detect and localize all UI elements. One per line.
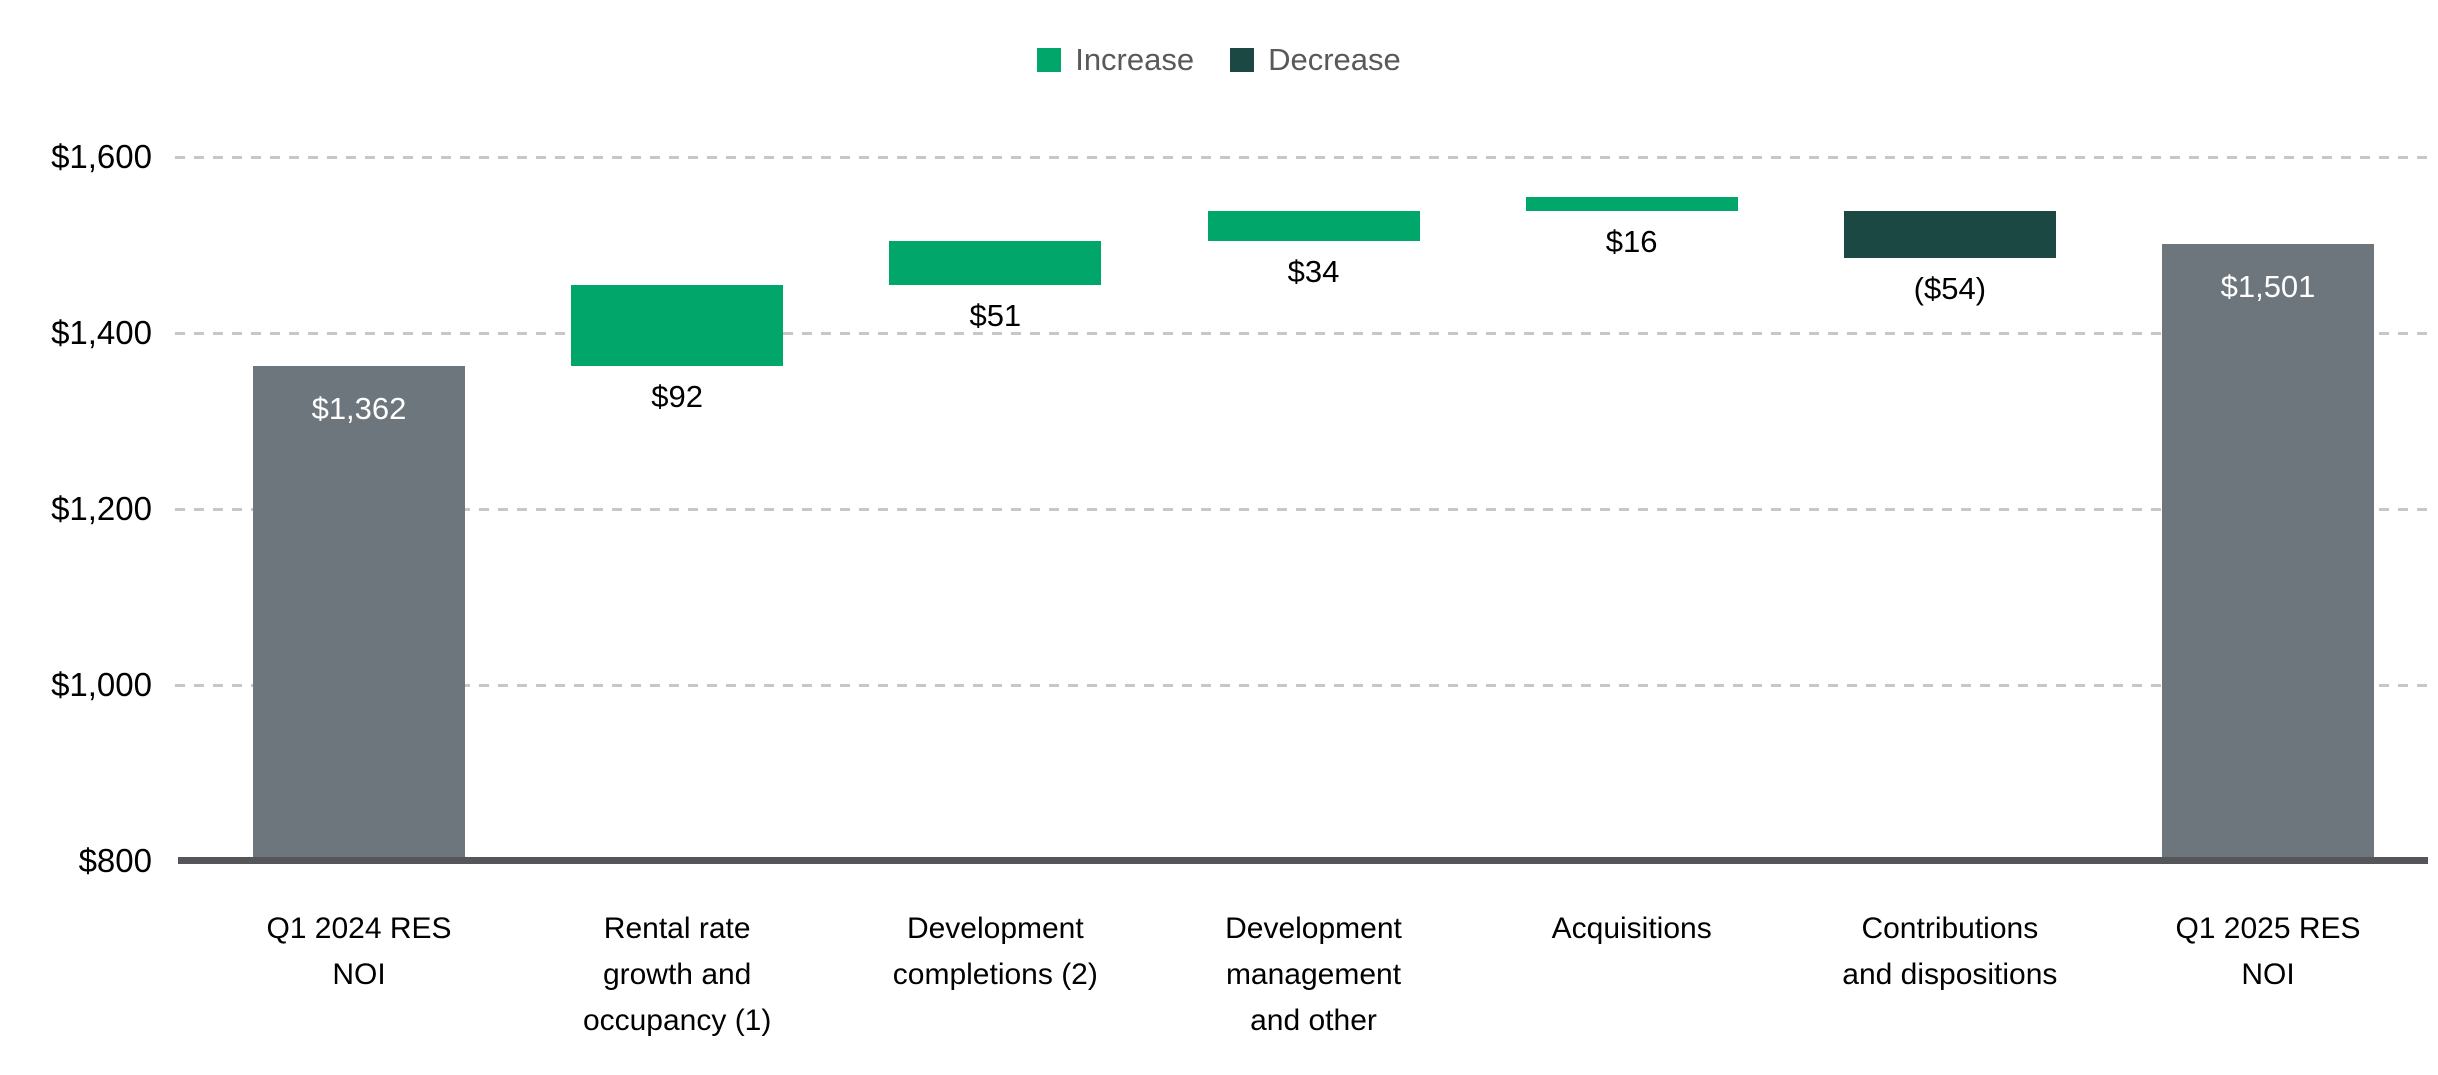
y-axis-tick-label: $1,400 — [51, 314, 152, 351]
increase-swatch-icon — [1037, 48, 1062, 72]
legend-label-decrease: Decrease — [1268, 42, 1401, 77]
x-axis-category-label: Contributions and dispositions — [1842, 912, 2058, 991]
bar-value-label: $34 — [1287, 253, 1340, 289]
bar-value-label: $16 — [1605, 223, 1658, 259]
y-gridline — [175, 684, 2428, 687]
waterfall-bar-3 — [889, 240, 1102, 286]
legend-item-decrease: Decrease — [1230, 42, 1401, 78]
y-axis-tick-label: $1,000 — [51, 666, 152, 703]
decrease-swatch-icon — [1230, 48, 1255, 72]
x-axis-category-label: Q1 2024 RES NOI — [266, 912, 452, 991]
y-axis-tick-label: $1,200 — [51, 490, 152, 527]
waterfall-bar-7 — [2162, 244, 2375, 857]
waterfall-bar-5 — [1525, 196, 1738, 211]
x-axis-category-label: Development completions (2) — [892, 912, 1098, 991]
y-axis-tick-label: $1,600 — [51, 138, 152, 175]
legend: Increase Decrease — [0, 42, 2438, 78]
y-gridline — [175, 156, 2428, 159]
y-gridline — [175, 508, 2428, 511]
bar-value-label: $1,501 — [2220, 269, 2316, 305]
x-axis-category-label: Development management and other — [1225, 912, 1402, 1037]
waterfall-bar-2 — [571, 285, 784, 367]
x-axis-category-label: Rental rate growth and occupancy (1) — [582, 912, 772, 1037]
waterfall-bar-4 — [1207, 210, 1420, 241]
bar-value-label: $92 — [651, 379, 704, 415]
legend-label-increase: Increase — [1075, 42, 1195, 77]
y-axis-tick-label: $800 — [78, 842, 152, 879]
waterfall-bar-6 — [1843, 210, 2056, 259]
waterfall-bar-1 — [253, 366, 465, 857]
bar-value-label: $51 — [969, 298, 1022, 334]
bar-value-label: $1,362 — [311, 391, 407, 427]
legend-item-increase: Increase — [1037, 42, 1194, 78]
bar-value-label: ($54) — [1913, 271, 1987, 307]
x-axis-category-label: Q1 2025 RES NOI — [2175, 912, 2361, 991]
x-axis-category-label: Acquisitions — [1551, 912, 1712, 945]
x-axis-line — [178, 857, 2428, 864]
y-gridline — [175, 332, 2428, 335]
